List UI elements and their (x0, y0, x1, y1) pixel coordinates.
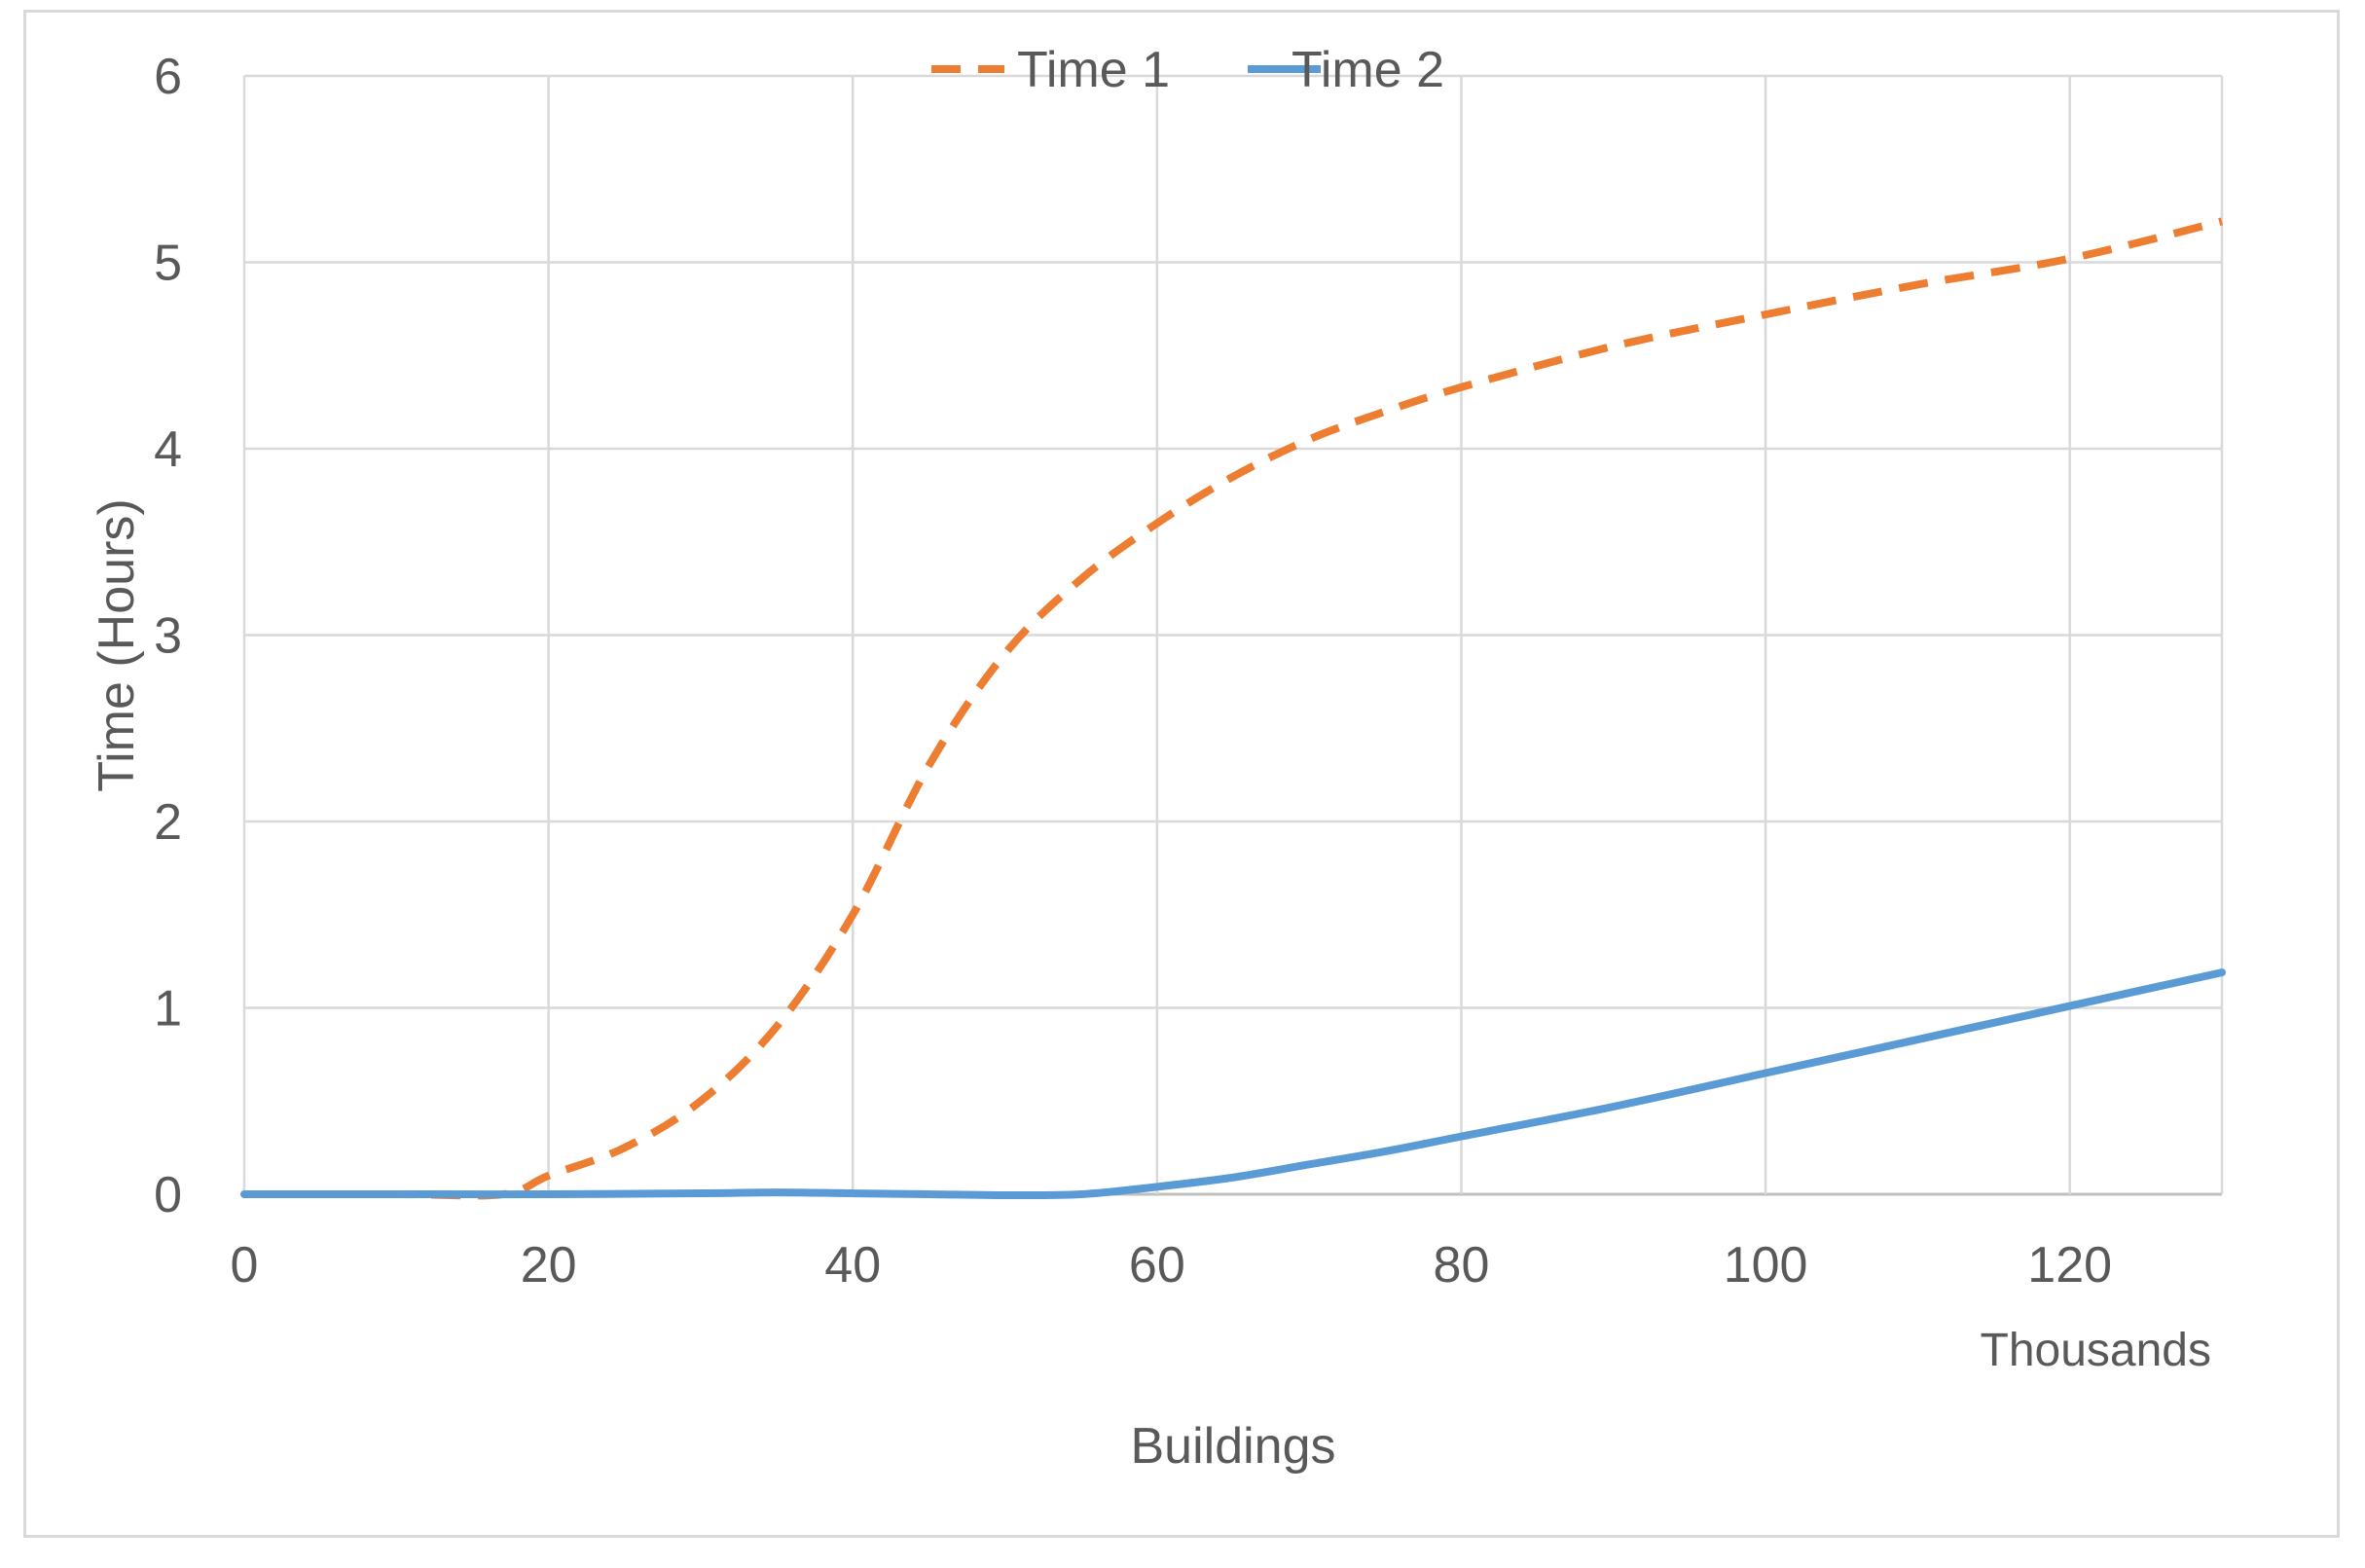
x-tick-label: 80 (1434, 1237, 1490, 1294)
series-lines (240, 217, 2226, 1200)
series-line-time-1 (243, 217, 2223, 1200)
x-tick-label: 120 (2027, 1237, 2112, 1294)
x-tick-label: 20 (521, 1237, 577, 1294)
x-tick-label: 100 (1724, 1237, 1808, 1294)
y-tick-label: 6 (154, 49, 182, 105)
legend: Time 1 Time 2 (931, 42, 1444, 98)
x-tick-label: 40 (824, 1237, 881, 1294)
x-tick-label: 60 (1129, 1237, 1185, 1294)
legend-label-time-1: Time 1 (1017, 42, 1170, 98)
chart-container: 0 1 2 3 4 5 6 0 20 40 60 80 100 120 Time 1 Time 2 Tim… (23, 10, 2340, 1538)
y-tick-label: 1 (154, 981, 182, 1038)
series-line-time-2 (240, 968, 2226, 1200)
y-tick-label: 0 (154, 1167, 182, 1223)
legend-label-time-2: Time 2 (1292, 42, 1444, 98)
y-axis-title: Time (Hours) (89, 498, 145, 791)
y-tick-label: 5 (154, 236, 182, 292)
x-axis-unit-label: Thousands (1981, 1325, 2212, 1376)
x-tick-label: 0 (231, 1237, 259, 1294)
y-tick-label: 3 (154, 608, 182, 665)
y-tick-label: 4 (154, 421, 182, 478)
y-tick-label: 2 (154, 794, 182, 851)
gridlines (242, 74, 2224, 1196)
x-axis-title: Buildings (1130, 1418, 1335, 1475)
